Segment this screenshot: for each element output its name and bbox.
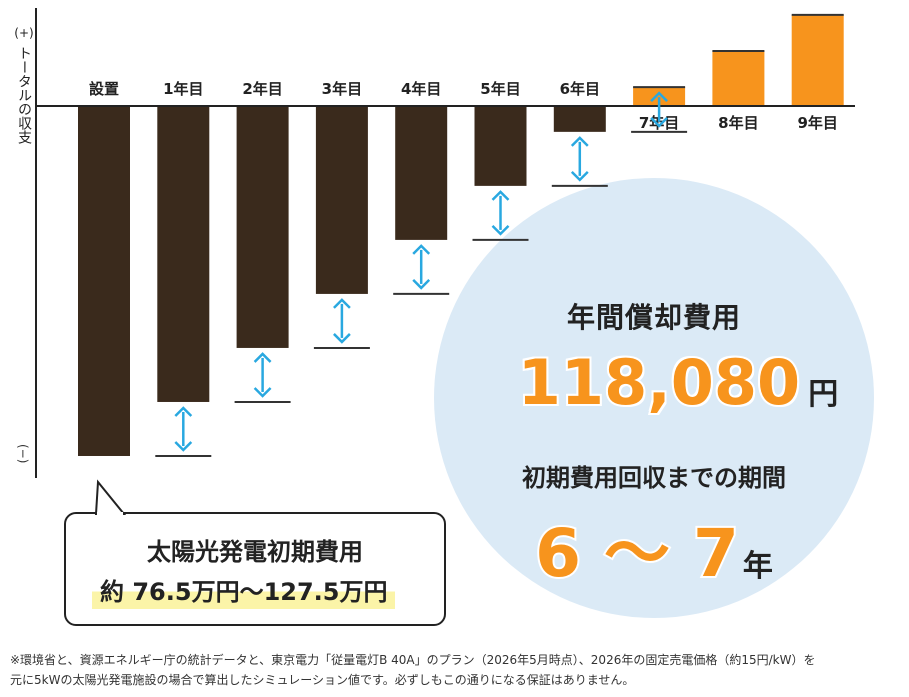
bar-9 [791, 14, 844, 106]
arrow-head-down-6 [570, 170, 589, 182]
footnote: ※環境省と、資源エネルギー庁の統計データと、東京電力「従量電灯B 40A」のプラ… [10, 650, 900, 690]
summary-amount-unit: 円 [808, 377, 839, 412]
arrow-head-up-6 [570, 136, 589, 147]
x-tick-label-6: 6年目 [560, 80, 600, 98]
summary-amount: 118,080 円 [498, 344, 858, 421]
x-tick-label-8: 8年目 [718, 114, 758, 132]
x-tick-label-0: 設置 [89, 80, 119, 98]
summary-period-unit: 年 [742, 549, 773, 584]
y-axis-title: トータルの収支 [16, 46, 32, 144]
x-tick-label-5: 5年目 [480, 80, 520, 98]
summary-circle [434, 178, 874, 618]
arrow-head-down-1 [174, 441, 193, 452]
x-tick-label-4: 4年目 [401, 80, 441, 98]
bar-3 [315, 106, 368, 294]
callout-value: 約 76.5万円〜127.5万円 [92, 570, 396, 609]
bar-4 [395, 106, 448, 240]
bar-7 [633, 87, 686, 106]
arrow-head-down-5 [491, 225, 510, 236]
bar-8 [712, 50, 765, 106]
arrow-head-up-7 [650, 91, 668, 103]
y-axis-label: (+) トータルの収支 [14, 24, 34, 144]
x-tick-label-1: 1年目 [163, 80, 203, 98]
bar-2 [236, 106, 289, 348]
arrow-head-up-1 [174, 406, 193, 417]
arrow-head-down-2 [253, 387, 272, 398]
callout-title: 太陽光発電初期費用 [147, 538, 363, 566]
x-tick-label-7: 7年目 [639, 114, 679, 132]
bar-6 [553, 106, 606, 132]
arrow-head-down-7 [650, 116, 668, 128]
bar-1 [157, 106, 210, 402]
summary-period-value: 6 〜 7 [533, 513, 741, 594]
x-tick-label-9: 9年目 [797, 114, 837, 132]
arrow-head-up-2 [253, 352, 272, 363]
arrow-head-down-4 [412, 279, 431, 290]
summary-subtitle: 初期費用回収までの期間 [522, 464, 786, 492]
y-plus-label: (+) [14, 26, 34, 40]
footnote-line-2: 元に5kWの太陽光発電施設の場合で算出したシミュレーション値です。必ずしもこの通… [10, 673, 635, 687]
arrow-head-up-3 [333, 298, 351, 309]
bar-5 [474, 106, 527, 186]
y-minus-label: (−) [16, 444, 30, 464]
bar-0 [78, 106, 130, 456]
summary-title: 年間償却費用 [566, 301, 741, 334]
x-tick-label-2: 2年目 [242, 80, 282, 98]
arrow-head-down-3 [333, 333, 351, 344]
x-tick-label-3: 3年目 [322, 80, 362, 98]
footnote-line-1: ※環境省と、資源エネルギー庁の統計データと、東京電力「従量電灯B 40A」のプラ… [10, 653, 816, 667]
arrow-head-up-5 [491, 190, 510, 201]
arrow-head-up-4 [412, 244, 431, 255]
summary-amount-value: 118,080 [516, 344, 802, 421]
